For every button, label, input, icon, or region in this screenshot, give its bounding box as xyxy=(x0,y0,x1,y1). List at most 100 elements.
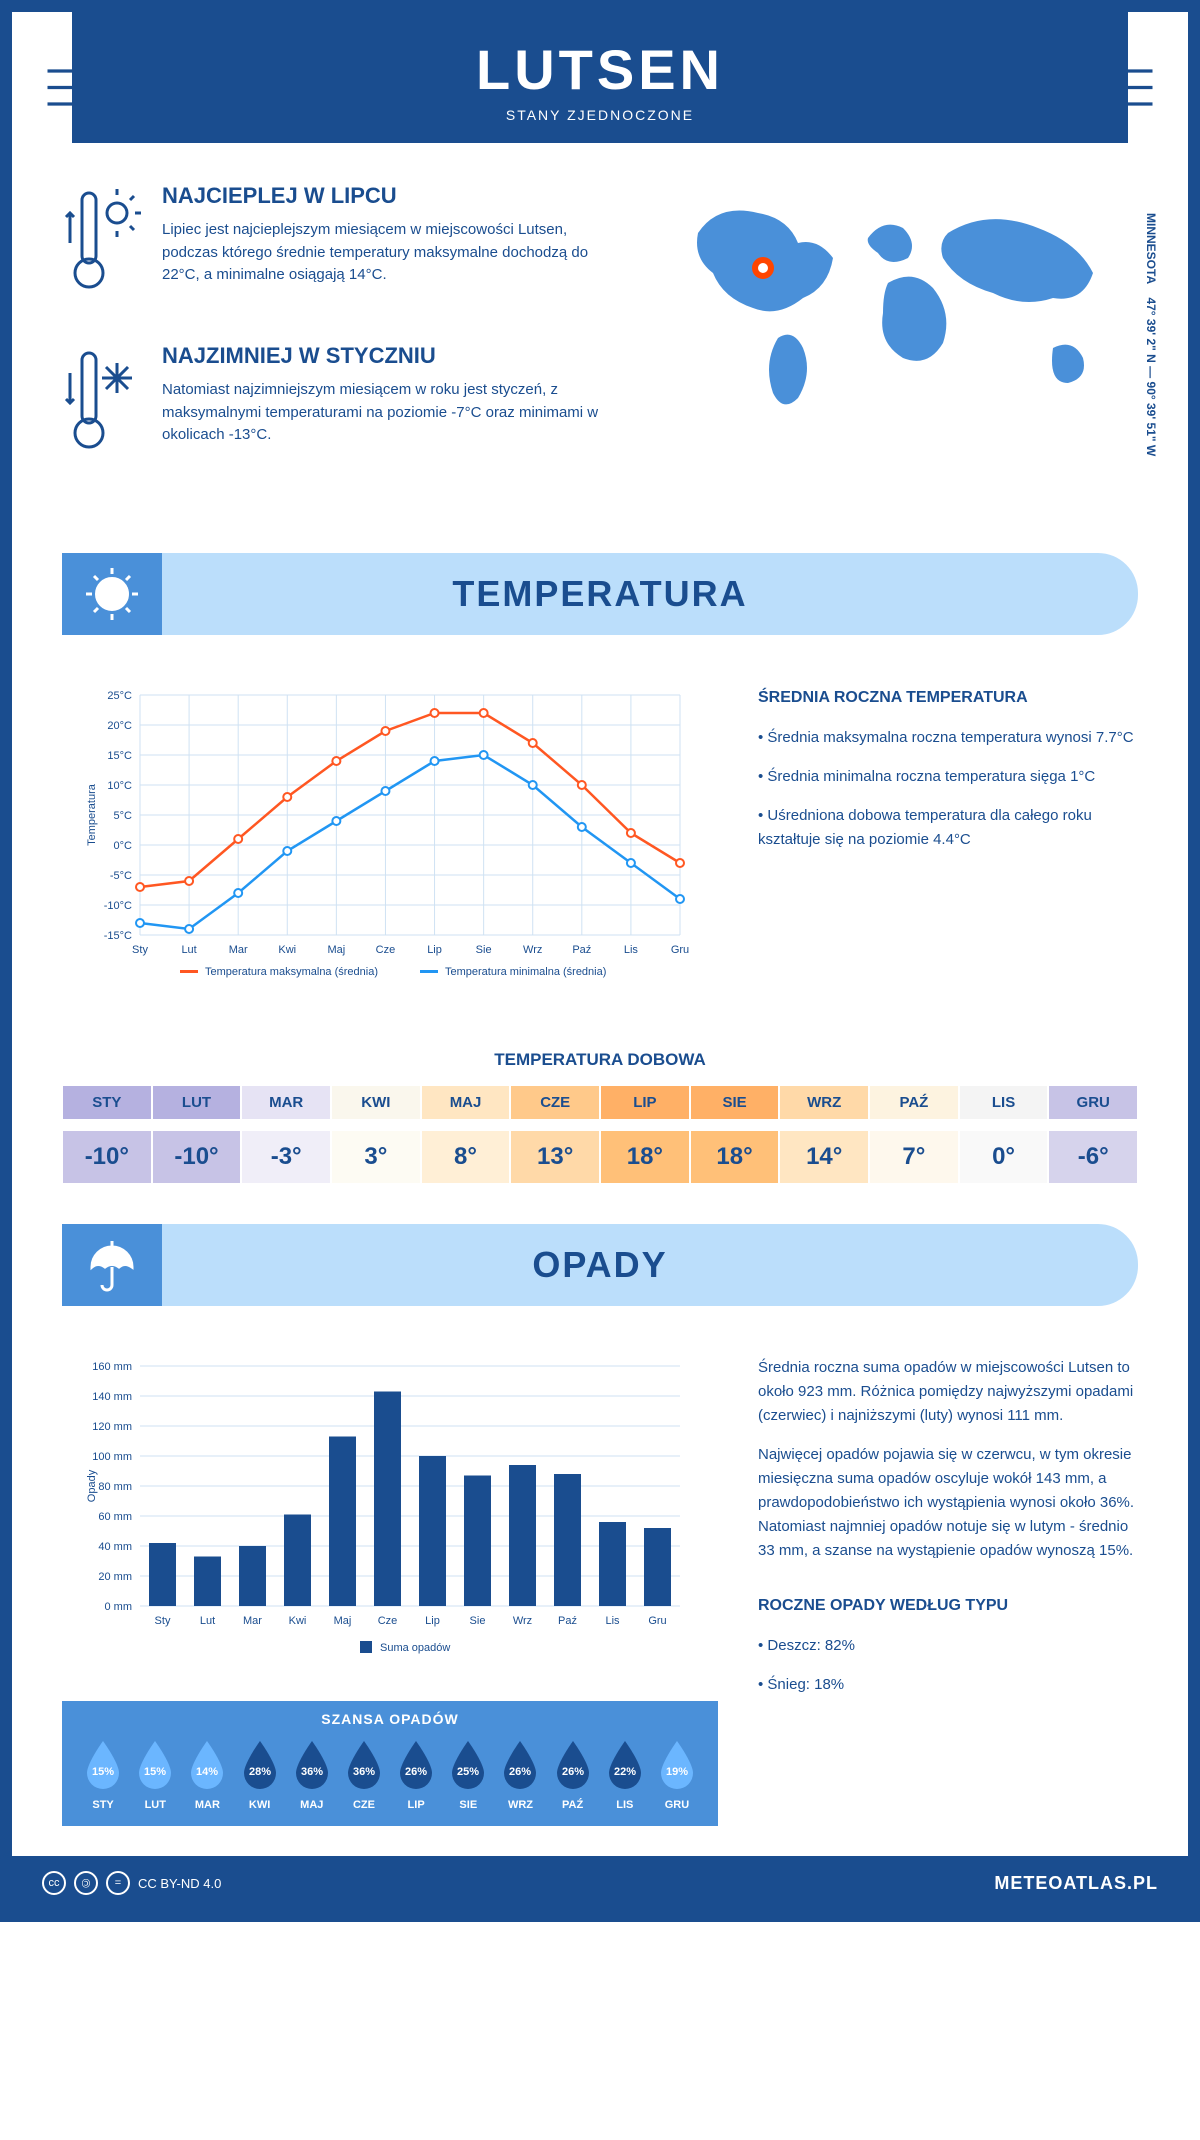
drop-cell: 26% LIP xyxy=(390,1739,442,1811)
svg-text:14%: 14% xyxy=(196,1766,218,1778)
precip-type: • Deszcz: 82% xyxy=(758,1634,1138,1658)
svg-text:Wrz: Wrz xyxy=(513,1615,532,1627)
month-value: 18° xyxy=(690,1130,780,1184)
umbrella-icon xyxy=(82,1235,142,1295)
temp-bullet: • Średnia maksymalna roczna temperatura … xyxy=(758,726,1138,750)
month-value: 13° xyxy=(510,1130,600,1184)
page-header: LUTSEN STANY ZJEDNOCZONE xyxy=(72,12,1128,143)
cold-fact: NAJZIMNIEJ W STYCZNIU Natomiast najzimni… xyxy=(62,343,618,468)
temp-section-banner: TEMPERATURA xyxy=(62,553,1138,635)
license-text: CC BY-ND 4.0 xyxy=(138,1876,221,1891)
svg-text:10°C: 10°C xyxy=(107,780,132,792)
svg-text:Lip: Lip xyxy=(427,944,442,956)
drop-cell: 28% KWI xyxy=(234,1739,286,1811)
month-value: 7° xyxy=(869,1130,959,1184)
precip-section-banner: OPADY xyxy=(62,1224,1138,1306)
precip-heading: OPADY xyxy=(82,1244,1118,1286)
raindrop-icon: 15% xyxy=(83,1739,123,1789)
svg-text:5°C: 5°C xyxy=(114,810,133,822)
svg-text:22%: 22% xyxy=(614,1766,636,1778)
svg-text:25%: 25% xyxy=(457,1766,479,1778)
svg-text:Mar: Mar xyxy=(229,944,248,956)
precip-type-heading: ROCZNE OPADY WEDŁUG TYPU xyxy=(758,1593,1138,1619)
svg-text:140 mm: 140 mm xyxy=(92,1391,132,1403)
svg-text:Cze: Cze xyxy=(378,1615,398,1627)
svg-text:15°C: 15°C xyxy=(107,750,132,762)
svg-text:Wrz: Wrz xyxy=(523,944,542,956)
svg-text:Lis: Lis xyxy=(605,1615,620,1627)
svg-text:Lut: Lut xyxy=(181,944,196,956)
svg-text:20°C: 20°C xyxy=(107,720,132,732)
world-map xyxy=(658,183,1138,423)
svg-text:Kwi: Kwi xyxy=(289,1615,307,1627)
svg-text:Kwi: Kwi xyxy=(278,944,296,956)
svg-text:26%: 26% xyxy=(405,1766,427,1778)
svg-text:-15°C: -15°C xyxy=(104,930,132,942)
coordinates: MINNESOTA 47° 39' 2" N — 90° 39' 51" W xyxy=(1144,213,1158,456)
raindrop-icon: 36% xyxy=(292,1739,332,1789)
month-header: PAŹ xyxy=(869,1085,959,1120)
svg-text:Temperatura: Temperatura xyxy=(86,783,98,846)
month-value: 14° xyxy=(779,1130,869,1184)
month-value: -10° xyxy=(62,1130,152,1184)
svg-text:60 mm: 60 mm xyxy=(98,1511,132,1523)
raindrop-icon: 26% xyxy=(500,1739,540,1789)
svg-text:36%: 36% xyxy=(301,1766,323,1778)
svg-text:Sie: Sie xyxy=(476,944,492,956)
temp-text-heading: ŚREDNIA ROCZNA TEMPERATURA xyxy=(758,685,1138,711)
month-header: MAJ xyxy=(421,1085,511,1120)
raindrop-icon: 19% xyxy=(657,1739,697,1789)
raindrop-icon: 22% xyxy=(605,1739,645,1789)
svg-text:0 mm: 0 mm xyxy=(105,1601,133,1613)
svg-text:Lis: Lis xyxy=(624,944,639,956)
drop-cell: 14% MAR xyxy=(181,1739,233,1811)
precip-para: Najwięcej opadów pojawia się w czerwcu, … xyxy=(758,1443,1138,1563)
precip-type: • Śnieg: 18% xyxy=(758,1673,1138,1697)
svg-text:19%: 19% xyxy=(666,1766,688,1778)
month-value: 0° xyxy=(959,1130,1049,1184)
svg-text:40 mm: 40 mm xyxy=(98,1541,132,1553)
precip-para: Średnia roczna suma opadów w miejscowośc… xyxy=(758,1356,1138,1428)
raindrop-icon: 14% xyxy=(187,1739,227,1789)
month-value: 18° xyxy=(600,1130,690,1184)
temp-bullet: • Średnia minimalna roczna temperatura s… xyxy=(758,765,1138,789)
month-header: GRU xyxy=(1048,1085,1138,1120)
svg-text:Temperatura minimalna (średnia: Temperatura minimalna (średnia) xyxy=(445,966,606,978)
svg-text:80 mm: 80 mm xyxy=(98,1481,132,1493)
temp-heading: TEMPERATURA xyxy=(82,573,1118,615)
month-header: LIP xyxy=(600,1085,690,1120)
svg-text:Temperatura maksymalna (średni: Temperatura maksymalna (średnia) xyxy=(205,966,378,978)
title: LUTSEN xyxy=(72,37,1128,102)
by-icon: 🄯 xyxy=(74,1871,98,1895)
thermometer-hot-icon xyxy=(62,183,142,303)
precipitation-bar-chart: 0 mm20 mm40 mm60 mm80 mm100 mm120 mm140 … xyxy=(62,1356,718,1676)
nd-icon: = xyxy=(106,1871,130,1895)
raindrop-icon: 36% xyxy=(344,1739,384,1789)
month-header: WRZ xyxy=(779,1085,869,1120)
drop-cell: 26% PAŹ xyxy=(547,1739,599,1811)
sun-icon xyxy=(82,564,142,624)
month-header: LIS xyxy=(959,1085,1049,1120)
svg-text:120 mm: 120 mm xyxy=(92,1421,132,1433)
svg-text:Maj: Maj xyxy=(327,944,345,956)
svg-text:Sie: Sie xyxy=(470,1615,486,1627)
month-header: MAR xyxy=(241,1085,331,1120)
month-header-row: STYLUTMARKWIMAJCZELIPSIEWRZPAŹLISGRU xyxy=(62,1085,1138,1120)
month-header: STY xyxy=(62,1085,152,1120)
svg-text:36%: 36% xyxy=(353,1766,375,1778)
month-header: CZE xyxy=(510,1085,600,1120)
svg-text:Gru: Gru xyxy=(671,944,689,956)
svg-text:Paź: Paź xyxy=(572,944,591,956)
drop-cell: 36% MAJ xyxy=(286,1739,338,1811)
month-value: 8° xyxy=(421,1130,511,1184)
month-value: 3° xyxy=(331,1130,421,1184)
svg-text:Suma opadów: Suma opadów xyxy=(380,1642,450,1654)
svg-text:Gru: Gru xyxy=(648,1615,666,1627)
svg-text:Cze: Cze xyxy=(376,944,396,956)
svg-text:Paź: Paź xyxy=(558,1615,577,1627)
raindrop-icon: 26% xyxy=(553,1739,593,1789)
month-header: LUT xyxy=(152,1085,242,1120)
hot-text: Lipiec jest najcieplejszym miesiącem w m… xyxy=(162,219,618,287)
svg-text:28%: 28% xyxy=(249,1766,271,1778)
hot-fact: NAJCIEPLEJ W LIPCU Lipiec jest najcieple… xyxy=(62,183,618,308)
